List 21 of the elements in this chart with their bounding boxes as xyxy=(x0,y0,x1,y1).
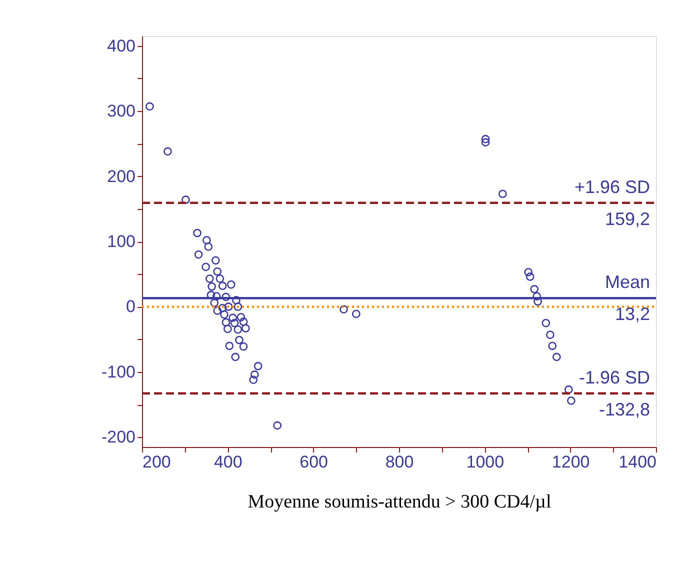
x-tick-label: 1400 xyxy=(618,452,656,472)
y-tick-label: 300 xyxy=(107,102,136,121)
annotation: 159,2 xyxy=(604,208,650,229)
x-tick-label: 1000 xyxy=(466,452,504,472)
x-axis-title: Moyenne soumis-attendu > 300 CD4/µl xyxy=(248,492,552,512)
ref-line-label: Mean xyxy=(604,272,650,292)
y-tick-label: 100 xyxy=(107,232,136,251)
ref-line-label: -1.96 SD xyxy=(578,367,650,388)
annotation: -132,8 xyxy=(598,399,650,420)
y-tick-label: -200 xyxy=(101,428,136,447)
y-tick-label: -100 xyxy=(101,362,136,382)
annotation: 13,2 xyxy=(614,304,650,324)
y-tick-label: 200 xyxy=(107,166,136,186)
x-tick-label: 400 xyxy=(214,452,242,472)
y-tick-label: 400 xyxy=(107,36,136,56)
ref-line-label: +1.96 SD xyxy=(574,176,650,197)
x-tick-label: 600 xyxy=(300,452,328,472)
x-tick-label: 1200 xyxy=(552,452,590,472)
x-tick-label: 200 xyxy=(142,452,171,472)
x-tick-label: 800 xyxy=(385,452,414,472)
y-tick-label: 0 xyxy=(126,297,136,316)
